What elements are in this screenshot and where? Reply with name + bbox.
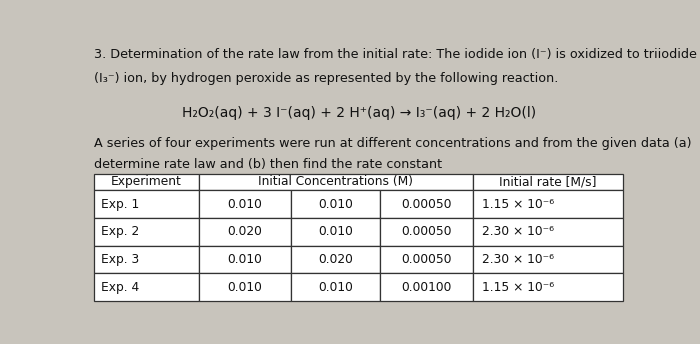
Text: 0.020: 0.020 (318, 253, 353, 266)
Text: 0.010: 0.010 (228, 253, 262, 266)
Text: 2.30 × 10⁻⁶: 2.30 × 10⁻⁶ (482, 253, 554, 266)
Text: 0.010: 0.010 (228, 281, 262, 293)
Text: Exp. 2: Exp. 2 (101, 225, 139, 238)
Text: 0.00050: 0.00050 (401, 197, 452, 211)
Bar (291, 190, 381, 218)
Text: 0.020: 0.020 (228, 225, 262, 238)
Text: Exp. 3: Exp. 3 (101, 253, 139, 266)
Bar (291, 273, 381, 301)
Text: 0.010: 0.010 (318, 225, 353, 238)
Text: 0.00050: 0.00050 (401, 225, 452, 238)
Text: 0.00050: 0.00050 (401, 253, 452, 266)
Text: 1.15 × 10⁻⁶: 1.15 × 10⁻⁶ (482, 281, 554, 293)
Bar (473, 218, 624, 246)
Bar (199, 246, 291, 273)
Text: 0.010: 0.010 (318, 281, 353, 293)
Bar (199, 174, 472, 190)
Bar (381, 273, 472, 301)
Bar (94, 273, 199, 301)
Bar (291, 246, 381, 273)
Bar (381, 246, 472, 273)
Text: (I₃⁻) ion, by hydrogen peroxide as represented by the following reaction.: (I₃⁻) ion, by hydrogen peroxide as repre… (94, 72, 559, 85)
Bar (94, 190, 199, 218)
Bar (199, 218, 291, 246)
Text: 3. Determination of the rate law from the initial rate: The iodide ion (I⁻) is o: 3. Determination of the rate law from th… (94, 48, 697, 61)
Text: 0.010: 0.010 (318, 197, 353, 211)
Text: 0.010: 0.010 (228, 197, 262, 211)
Text: Exp. 1: Exp. 1 (101, 197, 139, 211)
Text: Initial Concentrations (M): Initial Concentrations (M) (258, 175, 413, 189)
Bar (473, 246, 624, 273)
Bar (199, 273, 291, 301)
Bar (473, 190, 624, 218)
Text: Experiment: Experiment (111, 175, 182, 189)
Text: 0.00100: 0.00100 (401, 281, 452, 293)
Bar (94, 246, 199, 273)
Bar (473, 174, 624, 190)
Text: Initial rate [M/s]: Initial rate [M/s] (499, 175, 597, 189)
Bar (94, 218, 199, 246)
Text: determine rate law and (b) then find the rate constant: determine rate law and (b) then find the… (94, 158, 442, 171)
Text: H₂O₂(aq) + 3 I⁻(aq) + 2 H⁺(aq) → I₃⁻(aq) + 2 H₂O(l): H₂O₂(aq) + 3 I⁻(aq) + 2 H⁺(aq) → I₃⁻(aq)… (182, 106, 536, 120)
Bar (381, 190, 472, 218)
Text: 1.15 × 10⁻⁶: 1.15 × 10⁻⁶ (482, 197, 554, 211)
Bar (473, 273, 624, 301)
Text: A series of four experiments were run at different concentrations and from the g: A series of four experiments were run at… (94, 137, 692, 150)
Text: 2.30 × 10⁻⁶: 2.30 × 10⁻⁶ (482, 225, 554, 238)
Bar (94, 174, 199, 190)
Bar (291, 218, 381, 246)
Bar (199, 190, 291, 218)
Bar (381, 218, 472, 246)
Text: Exp. 4: Exp. 4 (101, 281, 139, 293)
